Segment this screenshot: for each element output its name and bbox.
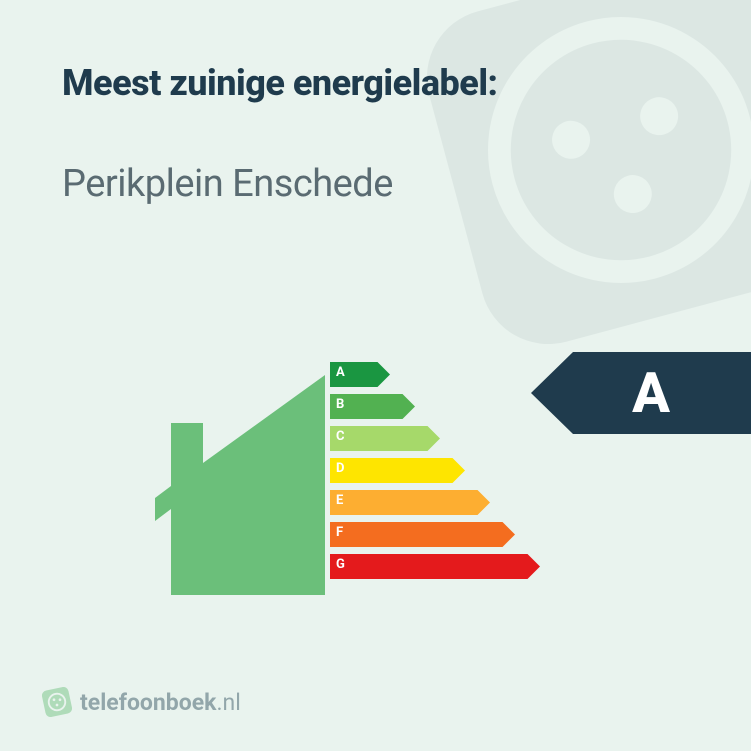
location-subtitle: Perikplein Enschede	[62, 162, 689, 206]
energy-bar-label: A	[336, 365, 345, 380]
energy-bar-label: D	[336, 461, 344, 476]
footer-brand-name: telefoonboek	[80, 689, 216, 716]
energy-bar-label: C	[336, 429, 345, 444]
footer-brand: telefoonboek.nl	[42, 687, 241, 717]
footer-brand-tld: .nl	[216, 689, 240, 716]
energy-bar-label: E	[336, 493, 343, 508]
energy-label-chart: A B C D E F G A	[0, 340, 751, 620]
phonebook-icon	[42, 687, 72, 717]
energy-bar-label: G	[336, 557, 345, 572]
result-letter: A	[632, 360, 670, 426]
energy-bar-label: B	[336, 397, 344, 412]
energy-bar-label: F	[336, 525, 343, 540]
page-title: Meest zuinige energielabel:	[62, 62, 689, 104]
result-tag: A	[531, 352, 751, 434]
footer-text: telefoonboek.nl	[80, 689, 241, 716]
house-icon	[155, 375, 325, 595]
content-area: Meest zuinige energielabel: Perikplein E…	[0, 0, 751, 206]
